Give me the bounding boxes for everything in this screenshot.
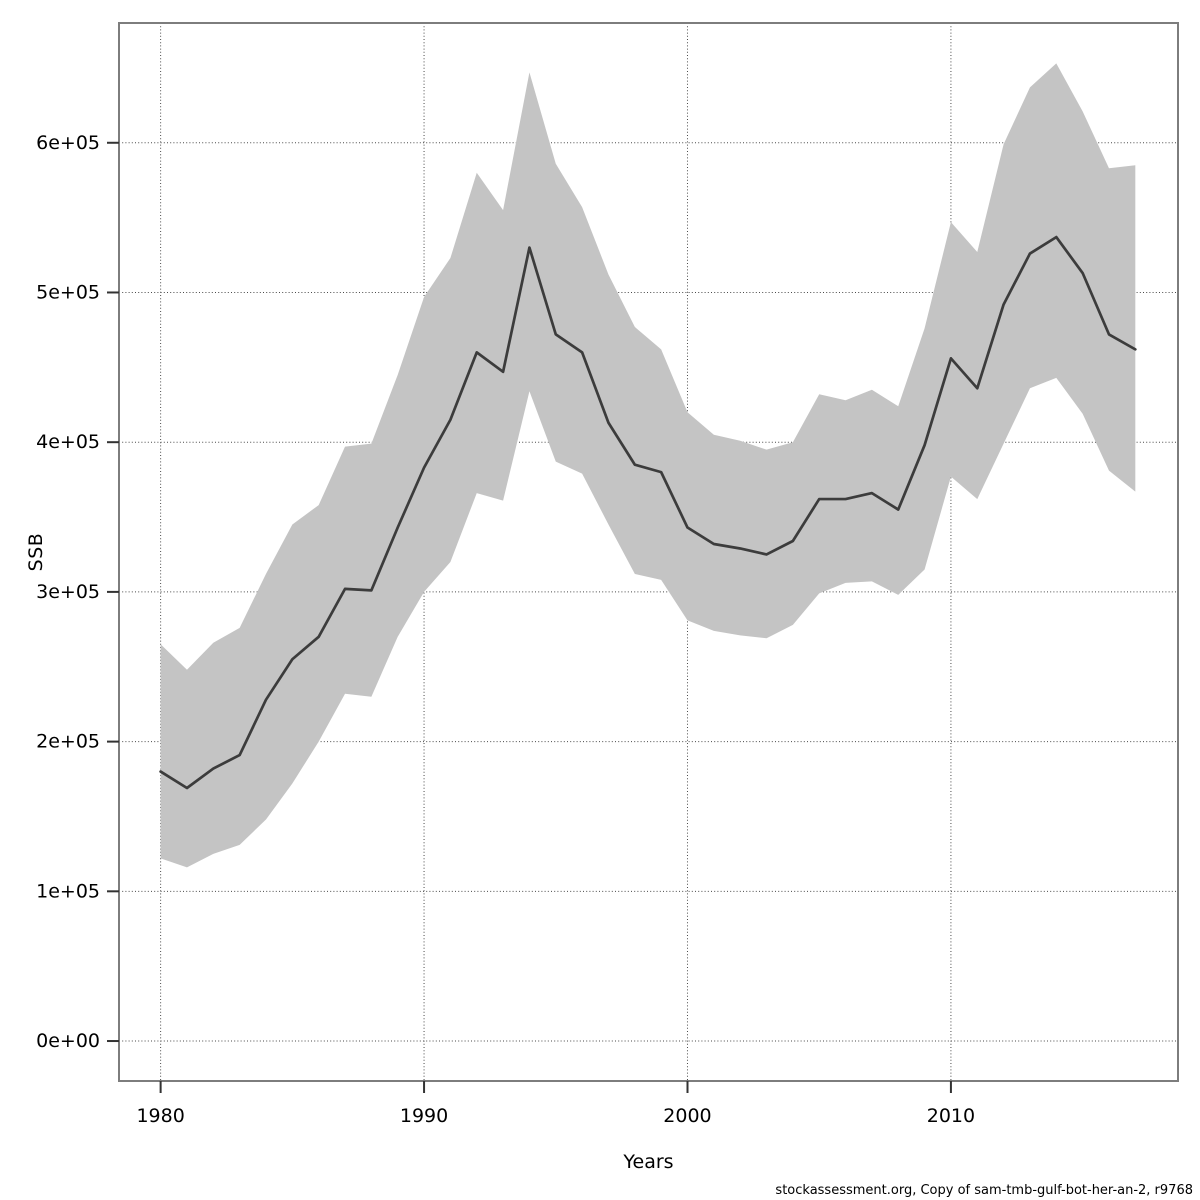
y-tick-label-5e+05: 5e+05 [36, 281, 100, 303]
ssb-line [159, 235, 1137, 790]
y-tick-label-1e+05: 1e+05 [36, 880, 100, 902]
y-tick-label-3e+05: 3e+05 [36, 581, 100, 603]
x-tick-label-1980: 1980 [136, 1105, 184, 1127]
y-tick-label-2e+05: 2e+05 [36, 731, 100, 753]
y-tick-label-6e+05: 6e+05 [36, 132, 100, 154]
y-tick-label-4e+05: 4e+05 [36, 431, 100, 453]
x-tick-label-2000: 2000 [663, 1105, 711, 1127]
confidence-band [160, 63, 1136, 868]
y-tick-label-0e+00: 0e+00 [36, 1030, 100, 1052]
y-axis-title: SSB [25, 532, 47, 572]
footer-credit-text: stockassessment.org, Copy of sam-tmb-gul… [775, 1183, 1193, 1198]
x-tick-label-2010: 2010 [927, 1105, 975, 1127]
plot-border [118, 22, 1179, 1082]
x-axis-title: Years [623, 1151, 674, 1173]
x-tick-label-1990: 1990 [400, 1105, 448, 1127]
